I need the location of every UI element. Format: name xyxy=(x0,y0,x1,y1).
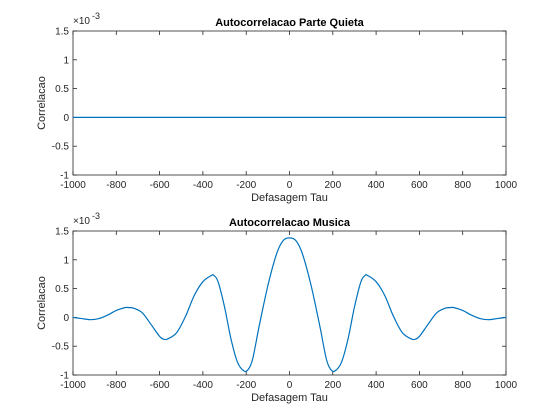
chart-title-2: Autocorrelacao Musica xyxy=(229,217,351,229)
x-tick-label: 600 xyxy=(411,180,428,191)
x-tick-label: 800 xyxy=(454,180,471,191)
x-tick-label: -200 xyxy=(236,380,256,391)
x-tick-label: -400 xyxy=(193,180,213,191)
x-tick-label: -200 xyxy=(236,180,256,191)
x-tick-label: -800 xyxy=(106,380,126,391)
y-axis-label-2: Correlacao xyxy=(36,276,48,330)
y-tick-label: 1.5 xyxy=(55,27,69,38)
x-axis-label-2: Defasagem Tau xyxy=(251,392,328,404)
series-line-2-1 xyxy=(72,237,507,373)
x-tick-label: -400 xyxy=(193,380,213,391)
y-exponent-value-1: -3 xyxy=(92,11,100,21)
y-axis-label-1: Correlacao xyxy=(36,76,48,130)
x-tick-label: 800 xyxy=(454,380,471,391)
x-tick-label: -600 xyxy=(150,180,170,191)
y-tick-label: -1 xyxy=(60,371,69,382)
x-tick-label: 0 xyxy=(287,380,293,391)
axes-box-1 xyxy=(72,30,507,176)
x-tick-label: 600 xyxy=(411,380,428,391)
x-tick-label: 200 xyxy=(324,380,341,391)
x-tick-label: -800 xyxy=(106,180,126,191)
x-tick-label: -1000 xyxy=(60,180,86,191)
y-tick-label: 0.5 xyxy=(55,284,69,295)
y-exponent-label-2: ×10 xyxy=(73,216,90,227)
chart-title-1: Autocorrelacao Parte Quieta xyxy=(215,17,364,29)
x-axis-label-1: Defasagem Tau xyxy=(251,192,328,204)
x-tick-label: 200 xyxy=(324,180,341,191)
y-exponent-label-1: ×10 xyxy=(73,16,90,27)
x-tick-label: -1000 xyxy=(60,380,86,391)
y-tick-label: 0.5 xyxy=(55,84,69,95)
y-tick-label: -0.5 xyxy=(52,342,70,353)
x-tick-label: 0 xyxy=(287,180,293,191)
y-tick-label: -0.5 xyxy=(52,142,70,153)
y-tick-label: -1 xyxy=(60,171,69,182)
x-tick-label: -600 xyxy=(150,380,170,391)
y-tick-label: 1 xyxy=(63,55,69,66)
y-tick-label: 0 xyxy=(63,113,69,124)
x-tick-label: 400 xyxy=(368,180,385,191)
x-tick-label: 1000 xyxy=(495,180,518,191)
y-tick-label: 1.5 xyxy=(55,227,69,238)
x-tick-label: 400 xyxy=(368,380,385,391)
x-tick-label: 1000 xyxy=(495,380,518,391)
y-tick-label: 0 xyxy=(63,313,69,324)
axes-box-2 xyxy=(72,230,507,376)
y-exponent-value-2: -3 xyxy=(92,211,100,221)
y-tick-label: 1 xyxy=(63,255,69,266)
